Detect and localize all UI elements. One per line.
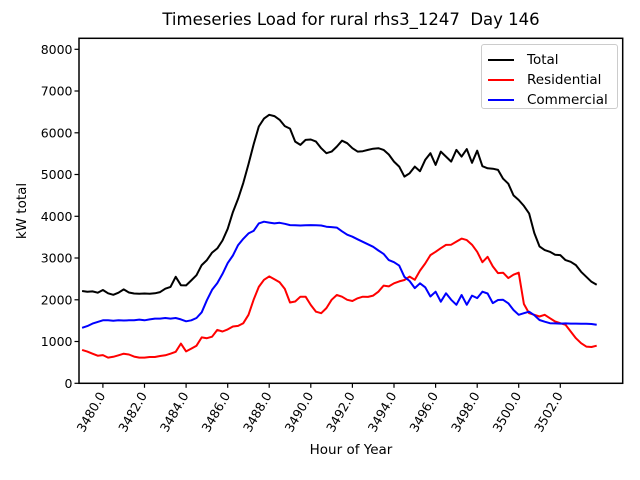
x-tick-label: 3502.0	[531, 389, 566, 434]
y-tick-label: 6000	[41, 125, 73, 140]
x-tick-label: 3480.0	[74, 389, 109, 434]
x-tick-label: 3484.0	[157, 389, 192, 434]
y-tick-label: 1000	[41, 334, 73, 349]
x-axis-ticks: 3480.0 3482.0 3484.0 3486.0 3488.0 3490.0 3492…	[74, 383, 566, 435]
total-line-swatch	[488, 58, 514, 62]
x-tick-label: 3488.0	[240, 389, 275, 434]
x-tick-label: 3486.0	[198, 389, 233, 434]
y-tick-label: 2000	[41, 292, 73, 307]
x-tick-label: 3498.0	[448, 389, 483, 434]
y-tick-label: 5000	[41, 167, 73, 182]
x-tick-label: 3500.0	[489, 389, 524, 434]
series-lines	[81, 113, 598, 359]
legend-row-total: Total	[488, 50, 617, 70]
x-tick-label: 3496.0	[406, 389, 441, 434]
series-line-total	[81, 113, 598, 296]
legend-label-commercial: Commercial	[527, 92, 608, 108]
x-tick-label: 3482.0	[115, 389, 150, 434]
y-tick-label: 0	[65, 376, 73, 391]
y-tick-label: 7000	[41, 84, 73, 99]
x-tick-label: 3492.0	[323, 389, 358, 434]
plot-border	[78, 37, 624, 385]
y-tick-label: 8000	[41, 42, 73, 57]
x-tick-label: 3490.0	[281, 389, 316, 434]
y-tick-label: 3000	[41, 251, 73, 266]
y-axis-ticks: 0 1000 2000 3000 4000 5000 6000 7000 8000	[41, 42, 79, 391]
legend-row-residential: Residential	[488, 70, 617, 90]
legend-label-residential: Residential	[527, 72, 602, 88]
legend-label-total: Total	[527, 52, 559, 68]
y-axis-label: kW total	[14, 182, 30, 240]
y-tick-label: 4000	[41, 209, 73, 224]
legend: Total Residential Commercial	[481, 44, 618, 109]
series-line-commercial	[81, 220, 597, 329]
legend-row-commercial: Commercial	[488, 90, 617, 110]
series-line-residential	[81, 237, 597, 359]
chart-title: Timeseries Load for rural rhs3_1247 Day …	[162, 10, 540, 29]
commercial-line-swatch	[488, 98, 514, 102]
x-axis-label: Hour of Year	[309, 442, 393, 458]
residential-line-swatch	[488, 78, 514, 82]
x-tick-label: 3494.0	[365, 389, 400, 434]
